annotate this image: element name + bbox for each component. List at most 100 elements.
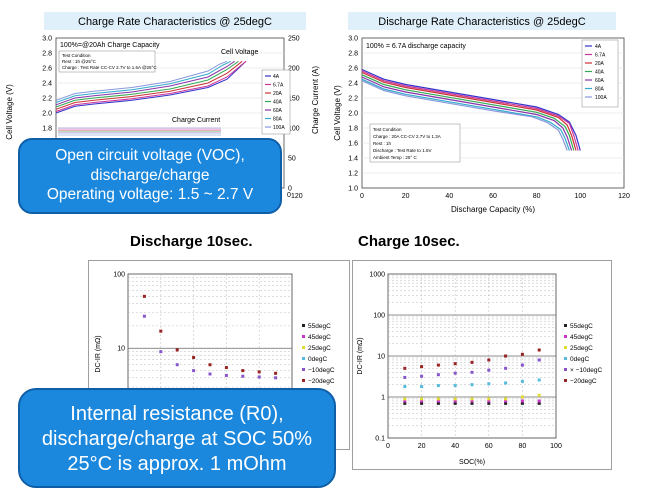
dcir-charge-point-3 <box>487 382 491 386</box>
dcir-charge-point-0 <box>436 401 440 405</box>
dcir-discharge-point-5 <box>257 370 261 374</box>
discharge-title-bg <box>348 12 616 30</box>
dcir-charge-legend-label: 25degC <box>570 345 593 352</box>
dcir-discharge-point-4 <box>208 372 212 376</box>
discharge-series-line-60A <box>361 76 573 151</box>
dcir-charge-point-3 <box>470 383 474 387</box>
dcir-charge-y-tick: 10 <box>377 354 385 361</box>
dcir-charge-point-5 <box>520 352 524 356</box>
charge-series-line-80A <box>55 60 232 103</box>
dcir-charge-point-1 <box>436 399 440 403</box>
discharge-series-line-4A <box>361 68 581 151</box>
discharge-y-tick: 2.6 <box>348 66 358 73</box>
dcir-charge-legend-label: × −10degC <box>570 367 602 374</box>
discharge-y-tick: 2.4 <box>348 81 358 88</box>
discharge-condition-box <box>369 123 461 163</box>
discharge-title: Discharge Rate Characteristics @ 25degC <box>378 16 585 28</box>
charge-left-tick: 3.0 <box>42 36 52 43</box>
voc-callout-line-1: Open circuit voltage (VOC), <box>55 147 245 164</box>
dcir-charge-point-4 <box>403 375 407 379</box>
ir-callout-line-1: Internal resistance (R0), <box>70 403 284 425</box>
dcir-charge-x-tick: 100 <box>550 443 562 450</box>
voc-callout: Open circuit voltage (VOC), discharge/ch… <box>18 138 282 214</box>
dcir-charge-point-4 <box>420 374 424 378</box>
dcir-charge-y-tick: 0.1 <box>375 436 385 443</box>
discharge-series-line-40A <box>361 74 575 151</box>
discharge-condition-4: Ambient Temp : 25° C <box>373 155 417 160</box>
dcir-charge-legend-label: 45degC <box>570 334 593 341</box>
dcir-charge-legend-label: −20degC <box>570 378 597 385</box>
charge-right-tick: 150 <box>288 96 300 103</box>
dcir-discharge-point-5 <box>175 348 179 352</box>
discharge-x-tick: 20 <box>402 193 410 200</box>
dcir-discharge-legend-marker-4 <box>302 368 305 371</box>
charge-condition-0: Test Condition <box>62 53 91 58</box>
dcir-charge-point-3 <box>504 381 508 385</box>
charge-left-tick: 2.4 <box>42 81 52 88</box>
charge-left-tick: 2.0 <box>42 111 52 118</box>
dcir-charge-point-3 <box>436 384 440 388</box>
discharge-legend-label: 60A <box>595 78 605 84</box>
charge-condition-box <box>58 50 156 73</box>
dcir-charge-point-4 <box>470 370 474 374</box>
voc-callout-line-3: Operating voltage: 1.5 ~ 2.7 V <box>46 186 254 203</box>
dcir-charge-x-tick: 80 <box>519 443 527 450</box>
dcir-charge-legend-marker-3 <box>564 357 567 360</box>
voc-callout-line-2: discharge/charge <box>90 166 210 184</box>
charge-series-line-40A <box>55 60 239 108</box>
dcir-charge-ylabel: DC-IR (mΩ) <box>357 337 364 374</box>
charge-right-tick: 100 <box>288 126 300 133</box>
charge-x-tick-120: 120 <box>291 193 303 200</box>
dcir-discharge-title: Discharge 10sec. <box>130 233 253 250</box>
dcir-charge-point-1 <box>504 399 508 403</box>
discharge-legend-label: 20A <box>595 61 605 67</box>
discharge-condition-2: Rest : 1h <box>373 141 392 146</box>
dcir-charge-point-4 <box>520 363 524 367</box>
discharge-legend-label: 6.7A <box>595 53 606 59</box>
dcir-charge-legend-label: 55degC <box>570 323 593 330</box>
discharge-x-tick: 60 <box>489 193 497 200</box>
charge-annot-voltage: Cell Voltage <box>221 49 258 56</box>
charge-series-line-6.7A <box>55 60 247 112</box>
dcir-charge-legend-marker-0 <box>564 324 567 327</box>
charge-series-line-4A <box>55 60 247 114</box>
ir-callout-line-3: 25°C is approx. 1 mOhm <box>67 453 287 475</box>
discharge-series-line-6.7A <box>361 70 579 151</box>
dcir-charge-x-tick: 40 <box>451 443 459 450</box>
dcir-charge-point-5 <box>403 366 407 370</box>
dcir-discharge-legend-label: 0degC <box>308 356 327 363</box>
dcir-charge-point-0 <box>487 401 491 405</box>
discharge-x-tick: 100 <box>574 193 586 200</box>
charge-series-line-100A <box>55 60 228 101</box>
dcir-charge-point-3 <box>537 378 541 382</box>
dcir-discharge-legend-label: −20degC <box>308 378 335 385</box>
dcir-discharge-point-4 <box>257 375 261 379</box>
dcir-charge-point-0 <box>403 401 407 405</box>
discharge-x-tick: 80 <box>533 193 541 200</box>
dcir-charge-point-1 <box>487 399 491 403</box>
charge-left-tick: 2.2 <box>42 96 52 103</box>
dcir-charge-legend-marker-4 <box>564 368 567 371</box>
dcir-charge-point-0 <box>420 401 424 405</box>
dcir-discharge-legend-marker-1 <box>302 335 305 338</box>
discharge-y-tick: 2.0 <box>348 111 358 118</box>
discharge-xlabel: Discharge Capacity (%) <box>451 205 535 214</box>
dcir-charge-point-5 <box>504 354 508 358</box>
dcir-discharge-point-4 <box>159 350 163 354</box>
discharge-ylabel: Cell Voltage (V) <box>333 85 342 141</box>
charge-condition-1: Rest : 1h @25°C <box>62 59 97 64</box>
dcir-charge-point-2 <box>487 397 491 401</box>
discharge-y-tick: 1.4 <box>348 156 358 163</box>
dcir-charge-point-2 <box>453 397 457 401</box>
discharge-y-tick: 1.0 <box>348 186 358 193</box>
dcir-discharge-point-5 <box>224 366 228 370</box>
dcir-charge-point-4 <box>453 371 457 375</box>
dcir-discharge-legend-label: 45degC <box>308 334 331 341</box>
charge-legend-label: 40A <box>273 100 283 106</box>
dcir-charge-xlabel: SOC(%) <box>459 459 485 466</box>
dcir-discharge-legend-label: 25degC <box>308 345 331 352</box>
discharge-y-tick: 2.2 <box>348 96 358 103</box>
charge-right-ylabel: Charge Current (A) <box>311 66 320 134</box>
dcir-charge-legend-marker-2 <box>564 346 567 349</box>
dcir-charge-point-0 <box>470 401 474 405</box>
